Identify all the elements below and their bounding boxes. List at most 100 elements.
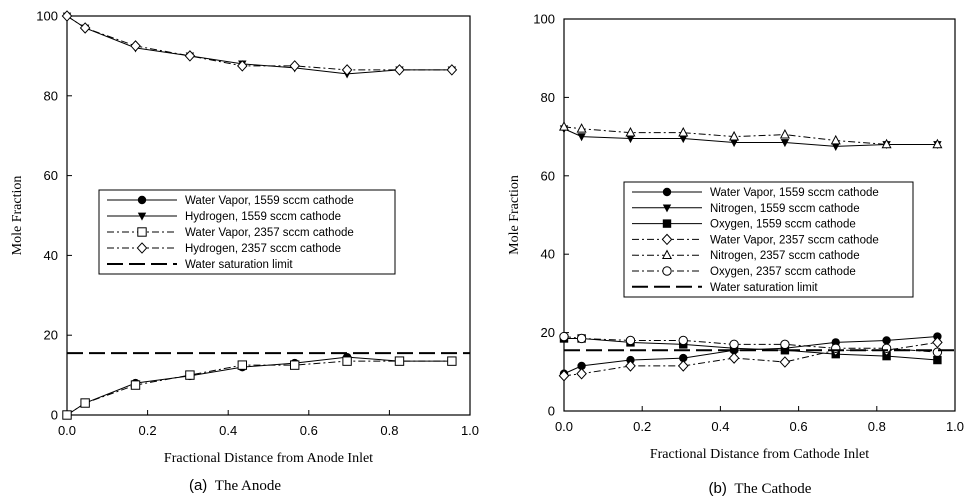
data-point bbox=[576, 367, 587, 380]
data-point bbox=[394, 356, 405, 366]
data-point bbox=[679, 353, 688, 363]
legend-entry-label: Oxygen, 2357 sccm cathode bbox=[710, 266, 856, 278]
data-point bbox=[728, 352, 740, 364]
data-point bbox=[933, 355, 942, 365]
legend-swatch-marker bbox=[662, 219, 672, 228]
series-line bbox=[563, 336, 938, 375]
x-tick-label: 0.8 bbox=[868, 419, 886, 434]
data-point bbox=[780, 139, 790, 148]
data-point bbox=[677, 360, 689, 372]
y-tick-label: 0 bbox=[548, 404, 555, 419]
data-point bbox=[342, 356, 352, 366]
panel-cathode: 0.0 0.2 0.4 0.6 0.8 1.0 0 20 40 60 80 100 Fractional… bbox=[507, 12, 964, 498]
x-tick-label: 0.4 bbox=[219, 423, 237, 438]
legend-swatch-marker bbox=[136, 242, 148, 254]
series-line bbox=[66, 15, 452, 71]
data-point bbox=[626, 135, 635, 144]
x-tick-label: 0.4 bbox=[711, 419, 729, 434]
legend-swatch-marker bbox=[661, 233, 673, 246]
legend-entry-label: Water Vapor, 1559 sccm cathode bbox=[185, 195, 354, 207]
data-point bbox=[577, 133, 586, 142]
data-point bbox=[679, 135, 688, 144]
legend-entry-label: Oxygen, 1559 sccm cathode bbox=[710, 219, 856, 231]
x-tick-label: 0.6 bbox=[300, 423, 318, 438]
data-point bbox=[61, 10, 73, 22]
legend-swatch-marker bbox=[662, 204, 672, 213]
data-point bbox=[780, 339, 790, 350]
caption-letter: (a) bbox=[189, 477, 207, 494]
data-point bbox=[559, 331, 569, 342]
y-axis-label: Mole Fraction bbox=[507, 175, 522, 255]
y-tick-label: 100 bbox=[36, 9, 58, 24]
x-tick-label: 0.0 bbox=[555, 419, 573, 434]
legend-swatch-marker bbox=[137, 212, 147, 221]
y-tick-label: 20 bbox=[541, 325, 555, 340]
series-line bbox=[66, 356, 452, 416]
y-tick-label: 80 bbox=[541, 90, 555, 105]
data-point bbox=[882, 336, 891, 345]
series-3 bbox=[61, 10, 458, 76]
y-tick-label: 20 bbox=[44, 328, 58, 343]
x-axis-label: Fractional Distance from Cathode Inlet bbox=[650, 447, 869, 462]
x-tick-label: 0.2 bbox=[139, 423, 157, 438]
x-tick-label: 0.2 bbox=[633, 419, 651, 434]
caption-space bbox=[207, 478, 215, 494]
data-point bbox=[576, 333, 587, 344]
series-4 bbox=[558, 121, 943, 149]
data-point bbox=[447, 356, 457, 366]
data-point bbox=[558, 369, 570, 382]
legend-entry-label: Nitrogen, 2357 sccm cathode bbox=[710, 250, 860, 262]
data-point bbox=[779, 356, 791, 368]
data-point bbox=[130, 40, 141, 52]
legend-swatch-marker bbox=[661, 249, 673, 260]
legend-swatch-marker bbox=[137, 195, 147, 205]
data-point bbox=[625, 335, 636, 346]
data-point bbox=[626, 355, 635, 365]
legend: Water Vapor, 1559 sccm cathode Nitrogen, … bbox=[623, 181, 914, 298]
data-point bbox=[558, 121, 570, 131]
data-point bbox=[729, 139, 739, 148]
x-tick-label: 0.6 bbox=[790, 419, 808, 434]
data-point bbox=[237, 360, 248, 370]
data-point bbox=[933, 332, 942, 341]
caption-title: The Anode bbox=[215, 478, 282, 494]
panel-anode: 0.0 0.2 0.4 0.6 0.8 1.0 0 20 40 60 80 100 Fractional… bbox=[10, 9, 479, 495]
y-tick-label: 0 bbox=[51, 408, 58, 423]
data-point bbox=[678, 335, 688, 346]
plot-frame bbox=[563, 18, 956, 412]
data-point bbox=[830, 134, 841, 145]
legend-entry-label: Hydrogen, 2357 sccm cathode bbox=[185, 243, 341, 255]
data-point bbox=[341, 64, 353, 76]
data-point bbox=[394, 64, 405, 76]
y-tick-label: 60 bbox=[541, 168, 555, 183]
y-tick-label: 40 bbox=[44, 248, 58, 263]
data-point bbox=[932, 336, 943, 349]
x-axis-label: Fractional Distance from Anode Inlet bbox=[164, 451, 373, 466]
plot-frame bbox=[66, 15, 471, 416]
legend-entry-label: Water saturation limit bbox=[185, 259, 293, 271]
data-point bbox=[62, 410, 72, 420]
y-tick-label: 80 bbox=[44, 88, 58, 103]
data-point bbox=[831, 143, 840, 152]
x-tick-label: 0.8 bbox=[380, 423, 398, 438]
legend-entry-label: Water Vapor, 2357 sccm cathode bbox=[185, 227, 354, 239]
legend-swatch-marker bbox=[662, 266, 672, 276]
data-point bbox=[185, 370, 195, 380]
series-line bbox=[66, 15, 452, 75]
data-point bbox=[729, 130, 740, 141]
legend-swatch-marker bbox=[662, 187, 672, 197]
x-tick-label: 1.0 bbox=[946, 419, 964, 434]
data-point bbox=[932, 138, 943, 149]
legend-entry-label: Water Vapor, 2357 sccm cathode bbox=[710, 234, 879, 246]
data-point bbox=[130, 380, 141, 390]
data-point bbox=[80, 398, 90, 408]
data-point bbox=[625, 360, 636, 372]
data-point bbox=[881, 138, 892, 149]
data-point bbox=[237, 60, 248, 72]
caption-space bbox=[727, 481, 735, 497]
legend-entry-label: Water saturation limit bbox=[710, 282, 818, 294]
legend: Water Vapor, 1559 sccm cathode Hydrogen, … bbox=[98, 189, 396, 275]
caption-title: The Cathode bbox=[734, 481, 811, 497]
panel-caption: (b) The Cathode bbox=[709, 480, 812, 497]
